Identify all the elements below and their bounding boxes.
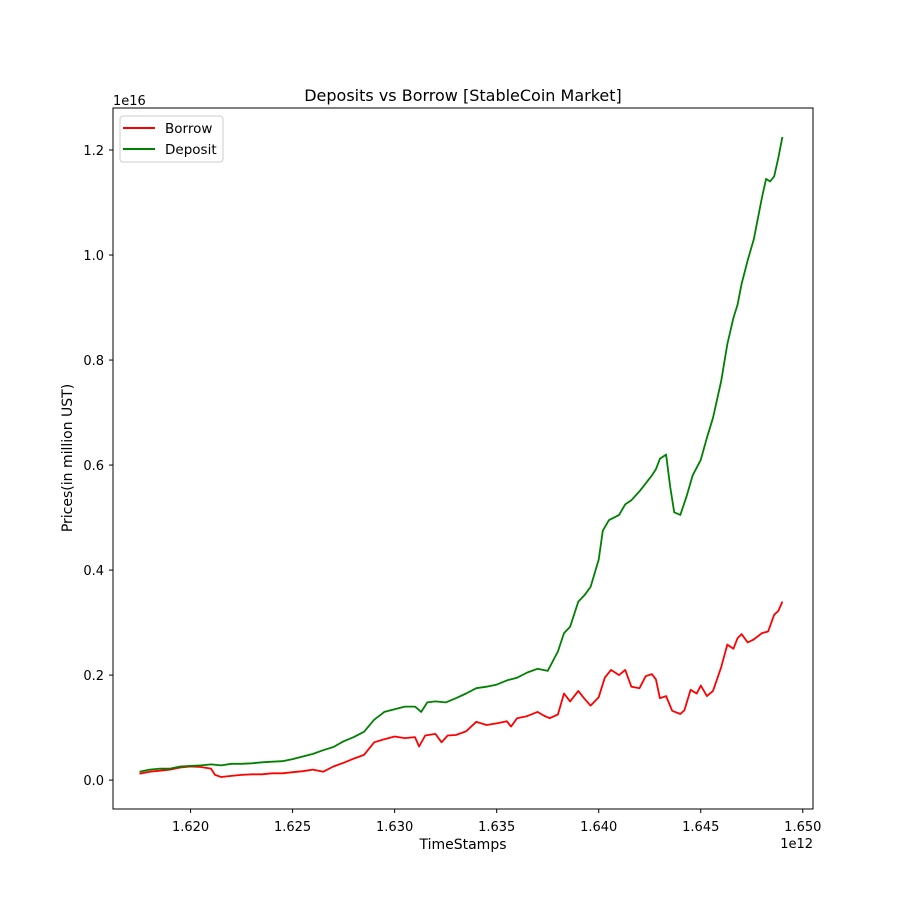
y-tick-label: 0.2 [83, 669, 104, 684]
y-tick-label: 0.4 [83, 564, 104, 579]
x-tick-label: 1.650 [784, 820, 821, 835]
y-axis-title: Prices(in million UST) [60, 384, 76, 532]
plot-area-frame [112, 107, 814, 810]
legend-label-borrow: Borrow [165, 121, 212, 137]
x-tick-label: 1.630 [376, 820, 413, 835]
x-axis-ticks: 1.620 1.625 1.630 1.635 1.640 1.645 1.650 [172, 809, 821, 835]
x-tick-label: 1.640 [580, 820, 617, 835]
x-tick-label: 1.645 [682, 820, 719, 835]
x-tick-label: 1.635 [478, 820, 515, 835]
y-tick-label: 0.6 [83, 459, 104, 474]
series-line-borrow [139, 601, 784, 778]
chart-title: Deposits vs Borrow [StableCoin Market] [304, 86, 622, 105]
series-line-deposit [139, 136, 784, 773]
x-tick-label: 1.620 [172, 820, 209, 835]
legend: Borrow Deposit [119, 115, 224, 163]
x-axis-title: TimeStamps [418, 837, 506, 853]
y-offset-label: 1e16 [113, 94, 146, 109]
y-tick-label: 0.8 [83, 354, 104, 369]
y-axis-ticks: 0.0 0.2 0.4 0.6 0.8 1.0 1.2 [83, 144, 113, 789]
x-offset-label: 1e12 [780, 837, 813, 852]
legend-label-deposit: Deposit [165, 142, 217, 158]
x-tick-label: 1.625 [274, 820, 311, 835]
series-layer [139, 136, 784, 778]
y-tick-label: 0.0 [83, 774, 104, 789]
y-tick-label: 1.2 [83, 144, 104, 159]
y-tick-label: 1.0 [83, 249, 104, 264]
